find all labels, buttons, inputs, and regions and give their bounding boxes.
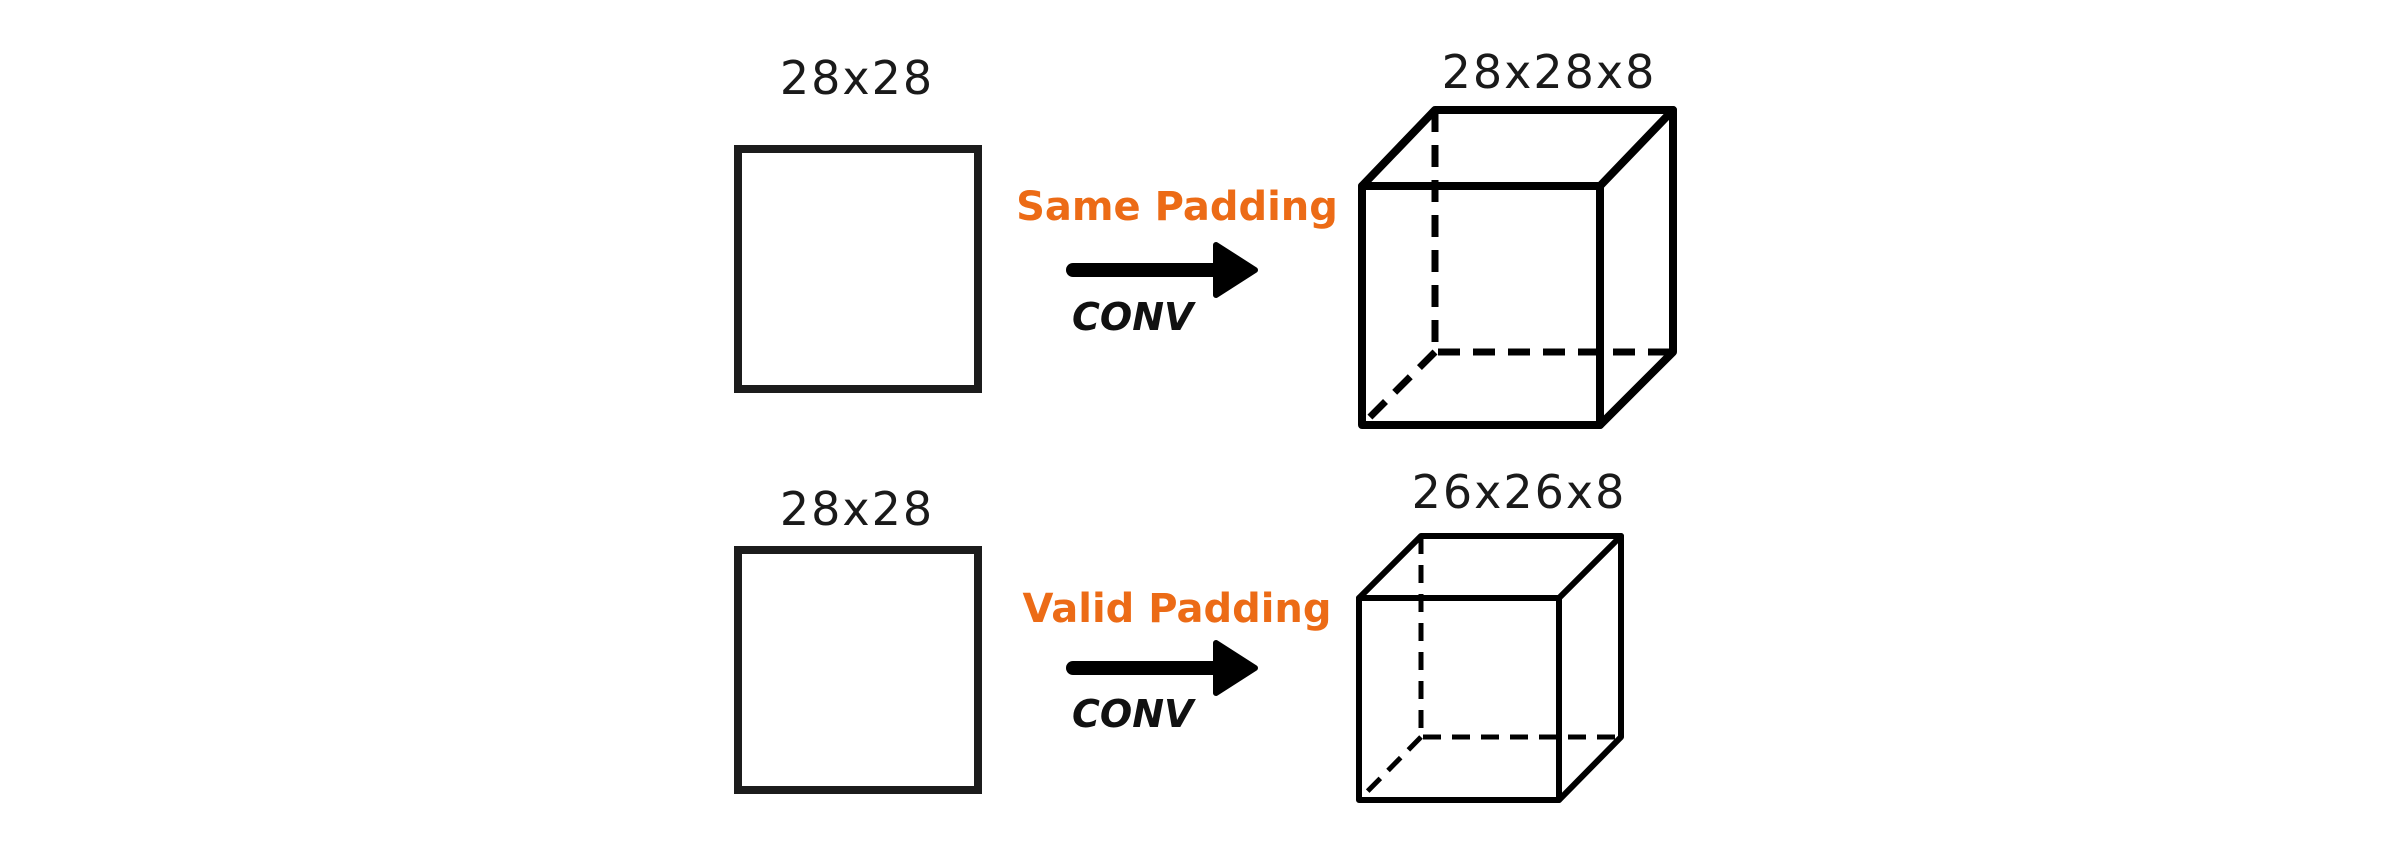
input-size-label: 28x28 [780,482,934,536]
row-valid-padding: 28x28 Valid Padding CONV 26x26x8 [734,465,1627,803]
output-cube-icon [1358,106,1677,429]
row-same-padding: 28x28 Same Padding CONV 28x28x8 [734,45,1677,429]
input-square [734,546,982,794]
output-size-label: 28x28x8 [1442,45,1657,99]
padding-type-label: Valid Padding [1022,586,1331,632]
arrow-right-icon [1066,640,1258,696]
output-cube-icon [1356,533,1624,803]
output-size-label: 26x26x8 [1412,465,1627,519]
conv-label: CONV [1072,692,1196,736]
conv-label: CONV [1072,295,1196,339]
arrow-right-icon [1066,242,1258,298]
input-size-label: 28x28 [780,51,934,105]
padding-type-label: Same Padding [1016,184,1338,230]
input-square [734,145,982,393]
